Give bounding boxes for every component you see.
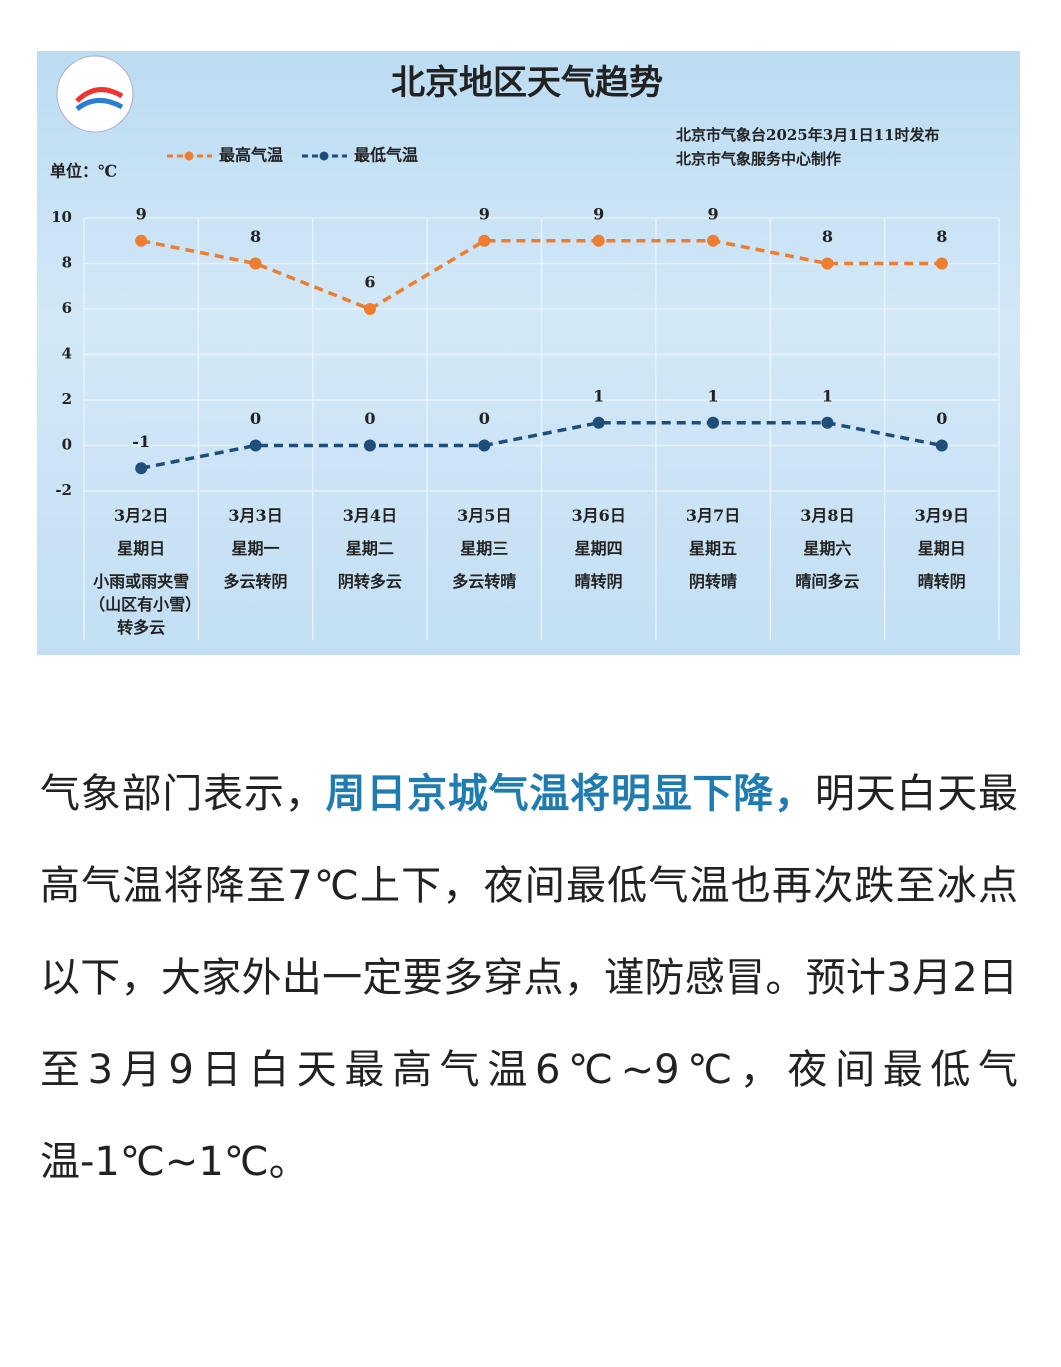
x-tick-label: 3月6日 bbox=[571, 506, 626, 525]
point bbox=[363, 303, 376, 315]
point bbox=[363, 439, 376, 452]
weather: 阴转晴 bbox=[689, 572, 738, 591]
weather: 多云转晴 bbox=[452, 572, 517, 591]
point bbox=[821, 257, 834, 270]
point bbox=[478, 439, 491, 452]
source: 北京市气象台2025年3月1日11时发布 bbox=[676, 126, 940, 144]
point bbox=[249, 439, 262, 452]
y-tick-label: 8 bbox=[62, 254, 72, 272]
text: 气象部门表示， bbox=[40, 771, 326, 817]
data-label: -1 bbox=[132, 432, 150, 451]
data-label: 9 bbox=[136, 204, 147, 223]
point bbox=[935, 257, 948, 270]
legend-marker bbox=[319, 151, 329, 161]
weekday: 星期四 bbox=[574, 539, 623, 558]
point bbox=[478, 234, 491, 247]
legend-marker bbox=[184, 151, 194, 161]
logo-mark bbox=[75, 87, 124, 103]
weekday: 星期一 bbox=[231, 539, 280, 558]
logo bbox=[56, 55, 134, 133]
x-tick-label: 3月7日 bbox=[685, 506, 741, 525]
legend-label: 最低气温 bbox=[354, 146, 418, 165]
x-tick-label: 3月5日 bbox=[457, 506, 512, 525]
point bbox=[249, 257, 262, 270]
chart: 北京地区天气趋势 北京市气象台2025年3月1日11时发布 北京市气象服务中心制… bbox=[50, 55, 1000, 640]
y-tick-label: -2 bbox=[55, 481, 72, 499]
series-line bbox=[140, 421, 943, 470]
y-tick-label: 4 bbox=[62, 345, 72, 363]
data-label: 6 bbox=[364, 273, 375, 292]
weather: 晴间多云 bbox=[795, 572, 860, 591]
x-tick-label: 3月9日 bbox=[914, 506, 969, 525]
weather: 小雨或雨夹雪（山区有小雪）转多云 bbox=[89, 572, 194, 637]
data-label: 1 bbox=[707, 386, 718, 405]
data-label: 0 bbox=[250, 409, 261, 428]
point bbox=[592, 416, 605, 429]
weekday: 星期二 bbox=[345, 539, 394, 558]
x-tick-label: 3月8日 bbox=[800, 506, 855, 525]
weekday: 星期日 bbox=[917, 539, 966, 558]
highlight: 周日京城气温将明显下降， bbox=[325, 771, 815, 817]
legend-label: 最高气温 bbox=[219, 146, 283, 165]
weather: 阴转多云 bbox=[337, 572, 402, 591]
point bbox=[592, 234, 605, 247]
data-label: 8 bbox=[936, 227, 947, 246]
data-label: 8 bbox=[250, 227, 261, 246]
weather: 多云转阴 bbox=[223, 572, 288, 591]
data-label: 0 bbox=[479, 409, 490, 428]
point bbox=[707, 234, 720, 247]
x-tick-label: 3月2日 bbox=[114, 506, 169, 525]
data-label: 8 bbox=[822, 227, 833, 246]
data-label: 9 bbox=[707, 204, 718, 223]
weekday: 星期日 bbox=[117, 539, 166, 558]
source: 北京市气象服务中心制作 bbox=[676, 150, 841, 168]
weekday: 星期六 bbox=[803, 539, 852, 558]
data-label: 9 bbox=[593, 204, 604, 223]
point bbox=[707, 416, 720, 429]
data-label: 1 bbox=[822, 386, 833, 405]
chart-title: 北京地区天气趋势 bbox=[391, 63, 663, 103]
weather: 晴转阴 bbox=[574, 572, 623, 591]
weekday: 星期三 bbox=[460, 539, 509, 558]
y-tick-label: 6 bbox=[62, 299, 72, 317]
y-tick-label: 0 bbox=[62, 436, 72, 454]
x-tick-label: 3月4日 bbox=[342, 506, 398, 525]
point bbox=[821, 416, 834, 429]
weather: 晴转阴 bbox=[917, 572, 966, 591]
point bbox=[935, 439, 948, 452]
x-tick-label: 3月3日 bbox=[228, 506, 283, 525]
text: 明天白天最高气温将降至7℃上下，夜间最低气温也再次跌至冰点以下，大家外出一定要多… bbox=[40, 771, 1019, 1185]
data-label: 9 bbox=[479, 204, 490, 223]
data-label: 1 bbox=[593, 386, 604, 405]
article: 气象部门表示，周日京城气温将明显下降，明天白天最高气温将降至7℃上下，夜间最低气… bbox=[40, 748, 1018, 1208]
unit-label: 单位：℃ bbox=[50, 162, 117, 181]
series-line bbox=[140, 239, 942, 311]
y-tick-label: 2 bbox=[62, 390, 72, 408]
weekday: 星期五 bbox=[689, 539, 738, 558]
point bbox=[135, 462, 148, 475]
chart-image: 北京地区天气趋势 北京市气象台2025年3月1日11时发布 北京市气象服务中心制… bbox=[37, 51, 1020, 655]
point bbox=[135, 234, 148, 247]
y-tick-label: 10 bbox=[51, 208, 72, 226]
data-label: 0 bbox=[936, 409, 947, 428]
data-label: 0 bbox=[364, 409, 375, 428]
logo-mark bbox=[75, 98, 124, 112]
